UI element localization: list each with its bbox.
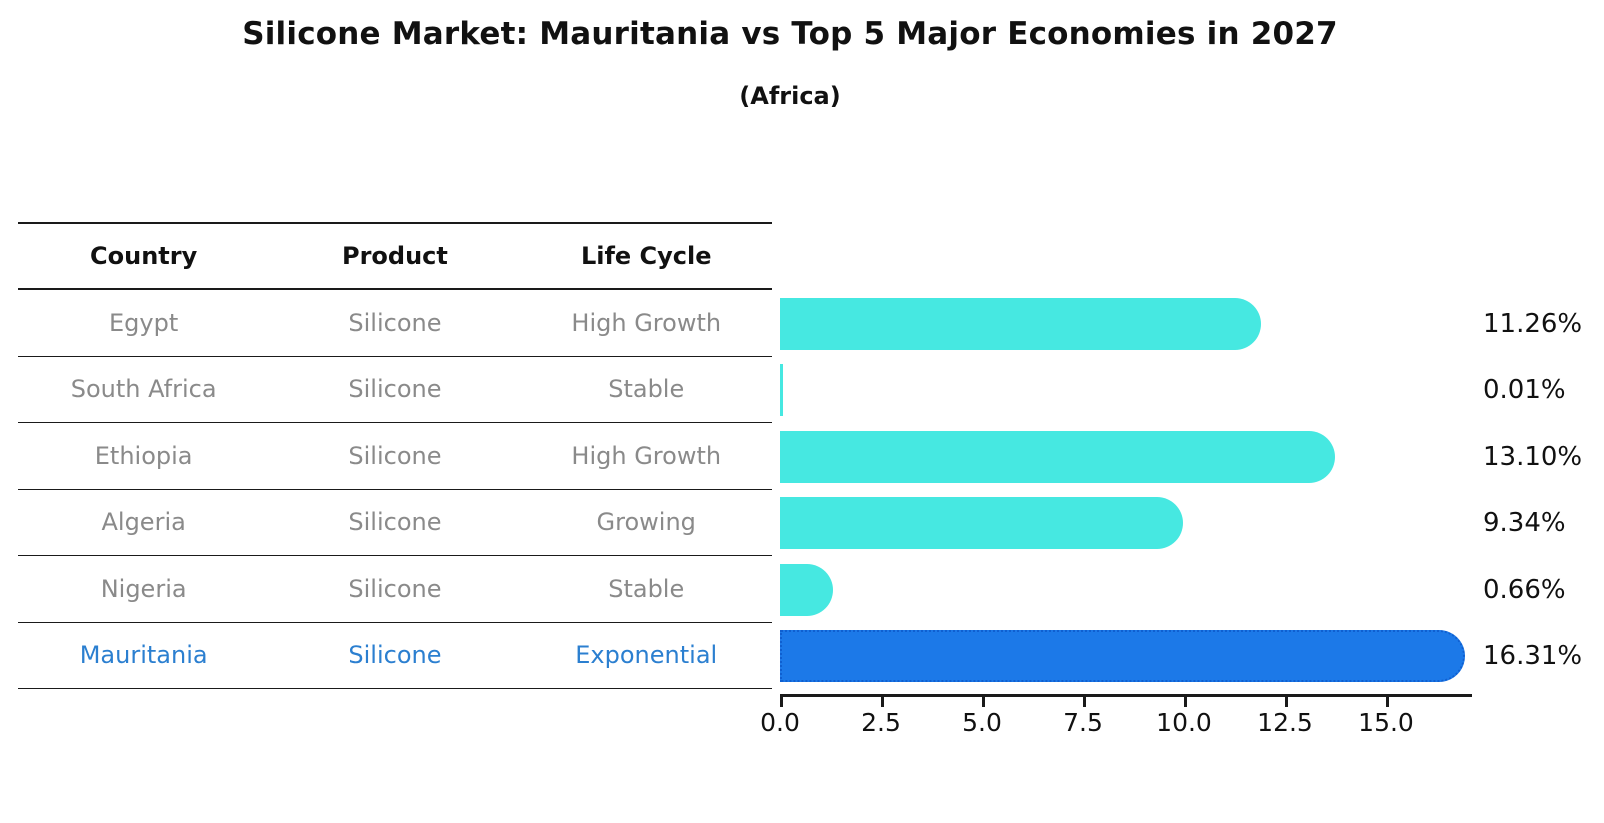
x-tick	[1386, 694, 1389, 707]
country-cell: Nigeria	[100, 574, 187, 603]
x-tick-label: 15.0	[1358, 708, 1414, 737]
lifecycle-cell: Growing	[596, 508, 696, 537]
table-row: Mauritania Silicone Exponential	[18, 623, 772, 689]
product-cell: Silicone	[348, 508, 442, 537]
table-header-product: Product	[342, 242, 448, 270]
x-tick-label: 10.0	[1156, 708, 1212, 737]
product-cell: Silicone	[348, 441, 442, 470]
table-row: Egypt Silicone High Growth	[18, 290, 772, 357]
table-row: Algeria Silicone Growing	[18, 490, 772, 556]
country-cell: Ethiopia	[94, 441, 193, 470]
bar-mauritania	[780, 630, 1465, 682]
lifecycle-cell: Stable	[608, 375, 685, 404]
value-label: 11.26%	[1483, 308, 1583, 339]
x-tick-label: 5.0	[962, 708, 1002, 737]
product-cell: Silicone	[348, 308, 442, 337]
table-row: Ethiopia Silicone High Growth	[18, 423, 772, 490]
value-label: 0.66%	[1483, 574, 1566, 605]
bar-ethiopia	[780, 430, 1336, 483]
x-tick	[881, 694, 884, 707]
page-subtitle: (Africa)	[739, 82, 841, 110]
x-tick	[1083, 694, 1086, 707]
x-tick	[1285, 694, 1288, 707]
x-tick	[982, 694, 985, 707]
table-row: South Africa Silicone Stable	[18, 357, 772, 423]
value-label: 16.31%	[1483, 641, 1583, 671]
value-label: 13.10%	[1483, 441, 1583, 472]
table-row: Nigeria Silicone Stable	[18, 556, 772, 623]
value-label: 9.34%	[1483, 508, 1566, 538]
product-cell: Silicone	[348, 574, 442, 603]
x-tick-label: 2.5	[861, 708, 901, 737]
bar-algeria	[780, 497, 1184, 549]
bar-nigeria	[780, 563, 833, 616]
x-tick	[1184, 694, 1187, 707]
country-cell: Egypt	[109, 308, 179, 337]
table-header-row: Country Product Life Cycle	[18, 222, 772, 290]
lifecycle-cell: Stable	[608, 574, 685, 603]
country-cell: Algeria	[101, 508, 186, 537]
table-body: Egypt Silicone High Growth South Africa Sili…	[18, 290, 772, 689]
lifecycle-cell: Exponential	[575, 641, 718, 670]
lifecycle-cell: High Growth	[571, 308, 722, 337]
bar-egypt	[780, 297, 1261, 350]
bar-south-africa	[780, 364, 783, 416]
lifecycle-cell: High Growth	[571, 441, 722, 470]
country-cell: Mauritania	[79, 641, 208, 670]
page-title: Silicone Market: Mauritania vs Top 5 Maj…	[242, 16, 1338, 52]
x-tick	[780, 694, 783, 707]
table-header-lifecycle: Life Cycle	[580, 242, 712, 270]
x-tick-label: 12.5	[1257, 708, 1313, 737]
product-cell: Silicone	[348, 375, 442, 404]
product-cell: Silicone	[348, 641, 442, 670]
value-label: 0.01%	[1483, 375, 1566, 405]
x-tick-label: 0.0	[760, 708, 800, 737]
x-axis	[780, 694, 1472, 697]
country-cell: South Africa	[70, 375, 217, 404]
table-header-country: Country	[90, 242, 198, 270]
x-tick-label: 7.5	[1063, 708, 1103, 737]
comparison-table: Country Product Life Cycle Egypt Silicone…	[18, 222, 772, 689]
